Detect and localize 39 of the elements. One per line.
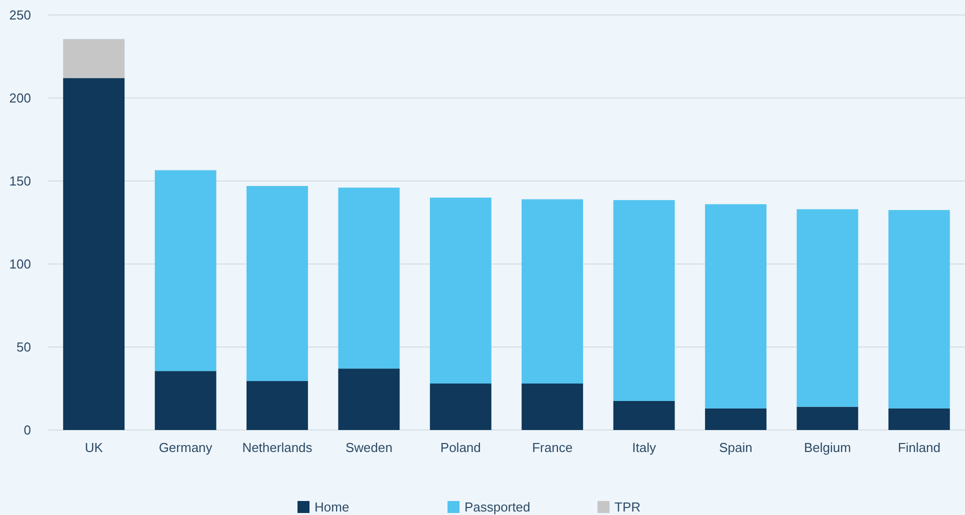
bar [154, 170, 216, 372]
y-tick-label: 250 [9, 8, 31, 23]
bar [338, 368, 400, 430]
bar [888, 408, 950, 430]
bar [63, 78, 125, 430]
bar [888, 210, 950, 408]
x-tick-label: Spain [719, 440, 752, 455]
y-tick-label: 150 [9, 174, 31, 189]
bar [522, 384, 584, 430]
x-tick-label: Belgium [804, 440, 851, 455]
bar [522, 199, 584, 384]
legend-label: Passported [464, 500, 530, 515]
bar [796, 406, 858, 430]
x-tick-label: France [532, 440, 573, 455]
x-tick-label: Netherlands [242, 440, 313, 455]
x-tick-label: Finland [898, 440, 940, 455]
bar [246, 381, 308, 430]
bar [63, 39, 125, 78]
bar [154, 371, 216, 430]
y-tick-label: 200 [9, 90, 31, 106]
bar [430, 198, 492, 384]
bar [338, 188, 400, 369]
x-tick-label: Germany [158, 440, 213, 455]
y-tick-label: 100 [9, 256, 31, 272]
bar [613, 200, 675, 401]
x-tick-label: Sweden [345, 440, 392, 455]
legend-label: Home [314, 500, 350, 515]
x-tick-label: Poland [440, 440, 481, 455]
y-tick-label: 0 [24, 422, 31, 438]
bar [246, 186, 308, 382]
bar [705, 408, 766, 430]
x-tick-label: Italy [632, 440, 656, 455]
legend-label: TPR [614, 500, 640, 515]
bar [430, 384, 492, 430]
x-tick-label: UK [84, 440, 104, 455]
y-tick-label: 50 [16, 340, 31, 355]
bar [705, 204, 766, 408]
bar [796, 209, 858, 407]
bar [613, 400, 675, 430]
